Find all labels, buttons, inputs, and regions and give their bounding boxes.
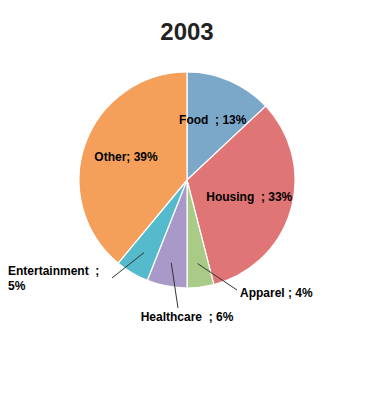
- data-label: Healthcare ; 6%: [141, 310, 234, 324]
- data-label: Food ; 13%: [179, 113, 247, 127]
- data-label: Entertainment ;5%: [8, 264, 99, 293]
- chart-container: 2003 Food ; 13% Housing ; 33% Apparel ; 4% H…: [0, 0, 375, 408]
- pie-slice: [79, 72, 187, 263]
- data-label: Housing ; 33%: [206, 190, 292, 204]
- chart-svg: 2003 Food ; 13% Housing ; 33% Apparel ; 4% H…: [0, 0, 375, 408]
- leader-line: [112, 253, 144, 278]
- chart-title: 2003: [160, 18, 213, 45]
- pie-slices: [79, 72, 295, 288]
- leader-line: [171, 263, 178, 308]
- leader-line: [198, 264, 237, 290]
- data-label: Apparel ; 4%: [240, 286, 313, 300]
- data-labels: Food ; 13% Housing ; 33% Apparel ; 4% Healt…: [8, 113, 313, 324]
- data-label: Other; 39%: [94, 150, 158, 164]
